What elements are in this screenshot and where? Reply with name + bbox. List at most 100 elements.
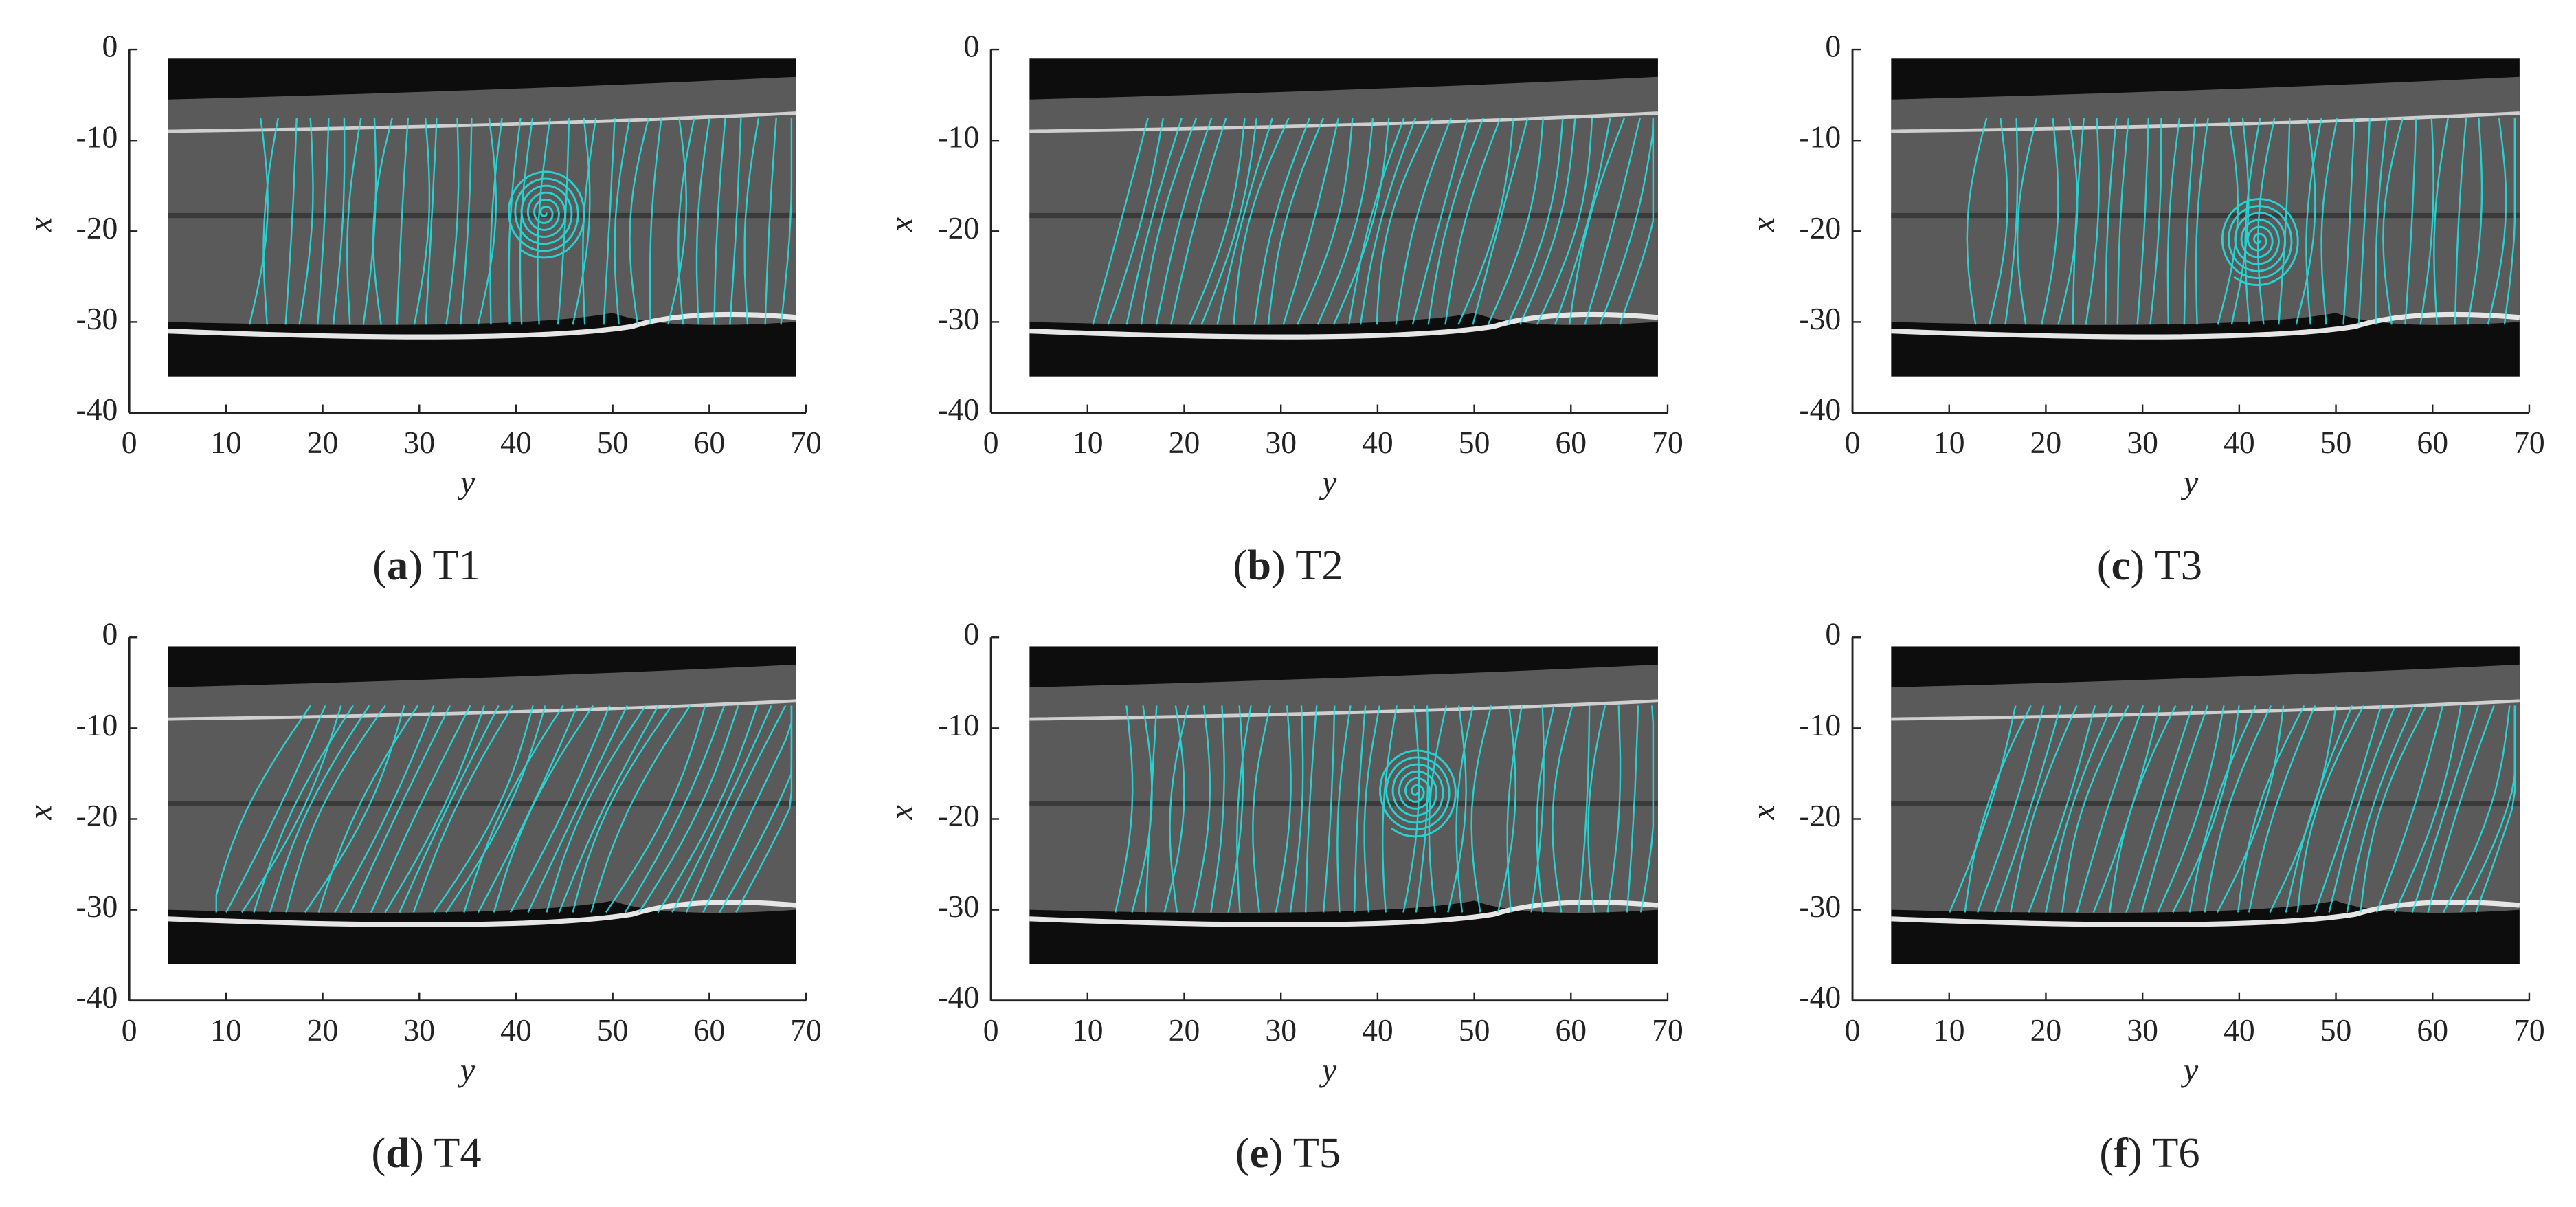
streamline — [2140, 705, 2209, 913]
streamline — [2072, 118, 2085, 325]
streamline — [1332, 118, 1390, 325]
x-tick-label: 30 — [403, 425, 435, 460]
caption-part: ( — [2099, 1129, 2114, 1177]
streamline — [1552, 705, 1573, 913]
streamline — [2166, 118, 2181, 325]
streamline — [248, 118, 269, 325]
x-tick-label: 60 — [694, 425, 726, 460]
streamline — [2295, 118, 2316, 325]
streamline — [2010, 705, 2078, 913]
streamline — [1447, 705, 1467, 913]
streamline — [2061, 705, 2129, 913]
y-tick-label: -10 — [937, 707, 979, 742]
streamline — [2045, 705, 2113, 913]
streamline — [1587, 705, 1606, 913]
streamline — [1619, 118, 1655, 325]
streamline — [1606, 705, 1622, 913]
streamline — [546, 705, 647, 913]
x-tick-label: 70 — [790, 425, 822, 460]
streamline — [1568, 117, 1626, 325]
caption: (a) T1 — [372, 541, 480, 589]
streamline — [2503, 118, 2516, 325]
streamline — [677, 118, 695, 325]
streamline — [558, 705, 660, 913]
y-tick-label: -10 — [1799, 120, 1841, 155]
x-tick-label: 10 — [210, 1012, 242, 1048]
caption-part: ) T5 — [1268, 1129, 1341, 1177]
streamline — [605, 705, 706, 913]
panel: 0 10 20 30 40 50 60 70 0 -10 -20 -30 -40 y x (e) T5 — [884, 617, 1683, 1177]
x-tick-label: 40 — [500, 425, 532, 460]
x-tick-label: 60 — [1555, 425, 1587, 460]
y-tick-label: -40 — [76, 979, 118, 1015]
streamline — [1227, 705, 1244, 913]
caption: (b) T2 — [1233, 541, 1343, 589]
streamline — [362, 118, 377, 325]
streamline — [2217, 118, 2239, 325]
streamline — [1191, 705, 1211, 913]
streamline — [1993, 705, 2062, 913]
streamlines — [1115, 705, 1655, 913]
streamline — [396, 118, 410, 325]
flow-image — [1891, 646, 2520, 964]
y-tick-label: -20 — [937, 798, 979, 833]
dark-region — [168, 212, 796, 219]
flow-image — [168, 646, 797, 964]
caption-part: ( — [1235, 1129, 1250, 1177]
streamline — [2357, 118, 2371, 325]
flow-image — [1029, 646, 1659, 964]
caption-part: c — [2112, 541, 2131, 589]
streamline — [657, 705, 759, 913]
y-tick-label: 0 — [102, 29, 118, 64]
vortex — [507, 170, 585, 259]
x-tick-label: 0 — [1845, 1012, 1861, 1048]
y-tick-label: -40 — [76, 392, 118, 427]
caption-part: ( — [2097, 541, 2112, 589]
streamline — [1639, 705, 1655, 913]
upper-wall — [168, 699, 797, 721]
streamline — [572, 705, 673, 913]
streamline — [1966, 117, 1988, 325]
streamline — [1487, 118, 1545, 325]
caption: (c) T3 — [2097, 541, 2202, 589]
streamline — [509, 705, 611, 913]
streamline — [463, 705, 564, 913]
streamline — [743, 118, 760, 325]
x-tick-label: 20 — [307, 425, 339, 460]
x-axis-label: y — [457, 1052, 475, 1088]
x-tick-label: 10 — [210, 425, 242, 460]
streamline — [1125, 117, 1183, 325]
x-tick-label: 50 — [597, 1012, 629, 1048]
x-tick-label: 0 — [983, 425, 999, 460]
x-tick-label: 70 — [1652, 1012, 1683, 1048]
streamline — [370, 705, 471, 913]
streamline — [638, 705, 739, 913]
x-tick-label: 60 — [1555, 1012, 1587, 1048]
streamline — [2269, 705, 2337, 913]
streamline — [2382, 117, 2404, 325]
streamline — [780, 118, 793, 325]
y-axis-label: x — [22, 805, 58, 820]
y-tick-label: -30 — [76, 301, 118, 336]
upper-wall — [1029, 111, 1659, 133]
streamline — [1297, 118, 1354, 325]
streamline — [1267, 117, 1325, 325]
lower-wall — [1891, 311, 2520, 340]
streamline — [2230, 118, 2250, 325]
x-tick-label: 10 — [1934, 1012, 1965, 1048]
streamline — [1457, 118, 1514, 325]
x-tick-label: 60 — [2417, 425, 2448, 460]
streamline — [304, 705, 405, 913]
streamline — [614, 118, 631, 325]
streamline — [2296, 705, 2365, 913]
x-tick-label: 50 — [1459, 425, 1490, 460]
streamline — [1289, 705, 1304, 913]
streamline — [1427, 117, 1484, 325]
streamline — [2041, 118, 2059, 325]
panel: 0 10 20 30 40 50 60 70 0 -10 -20 -30 -40 y x (d) T4 — [22, 617, 822, 1177]
streamline — [2216, 705, 2285, 913]
upper-wall — [168, 111, 797, 133]
streamline — [735, 705, 793, 913]
dark-region — [1029, 212, 1658, 219]
streamline — [1236, 705, 1252, 913]
